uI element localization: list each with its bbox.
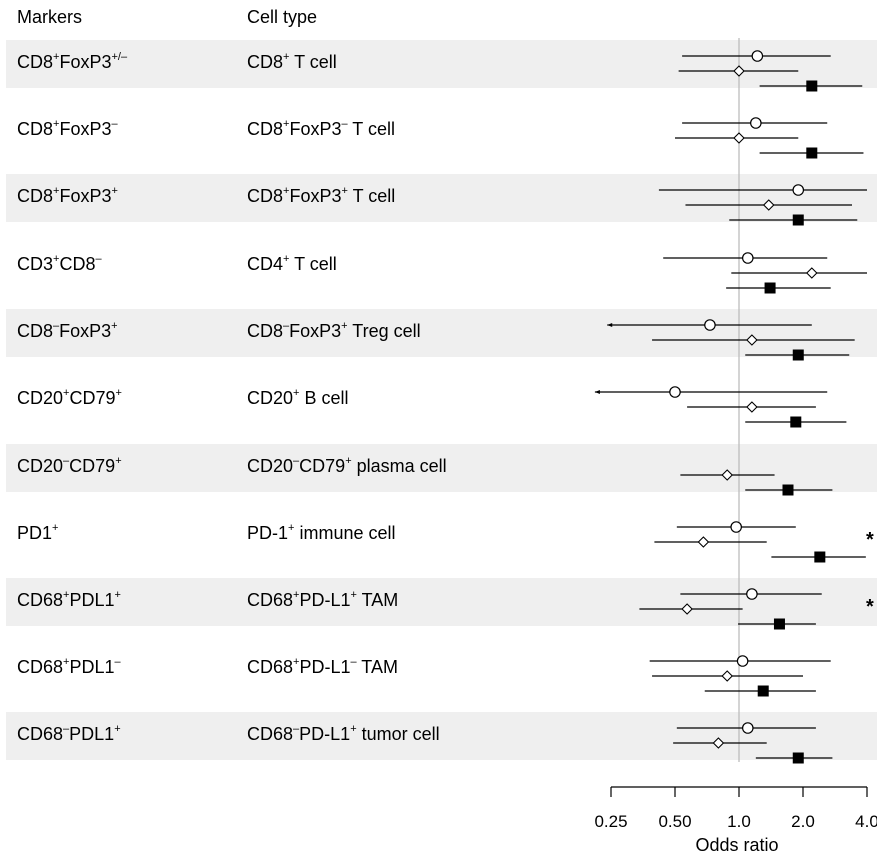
cell-type-label: CD68+PD-L1+ TAM (247, 589, 399, 611)
estimate-circle (704, 319, 716, 331)
estimate-circle (742, 252, 754, 264)
row-band: CD8+FoxP3+/– CD8+ T cell (6, 40, 877, 88)
x-tick-label: 0.50 (658, 812, 691, 831)
estimate-circle (792, 184, 805, 196)
estimate-diamond (721, 469, 733, 481)
x-tick-label: 2.0 (791, 812, 815, 831)
marker-label: CD68+PDL1+ (17, 589, 121, 611)
estimate-diamond (762, 199, 775, 211)
row-band: CD68+PDL1– CD68+PD-L1– TAM (6, 645, 877, 693)
row-band: CD3+CD8– CD4+ T cell (6, 242, 877, 290)
row-band: CD8+FoxP3– CD8+FoxP3– T cell (6, 107, 877, 155)
cell-type-label: CD8+ T cell (247, 51, 337, 73)
row-band: CD8–FoxP3+ CD8–FoxP3+ Treg cell (6, 309, 877, 357)
x-tick-label: 0.25 (594, 812, 627, 831)
estimate-square (790, 416, 802, 428)
estimate-circle (746, 588, 758, 600)
ci-arrow (607, 323, 613, 327)
estimate-diamond (733, 65, 745, 77)
estimate-circle (669, 386, 681, 398)
estimate-diamond (721, 670, 733, 682)
estimate-circle (730, 521, 742, 533)
cell-type-header: Cell type (247, 7, 318, 27)
row-band: CD8+FoxP3+ CD8+FoxP3+ T cell (6, 174, 877, 222)
cell-type-label: PD-1+ immune cell (247, 522, 396, 544)
estimate-square (757, 685, 769, 697)
cell-type-label: CD20+ B cell (247, 387, 349, 409)
cell-type-label: CD68+PD-L1– TAM (247, 656, 398, 678)
estimate-square (792, 752, 804, 764)
marker-label: CD3+CD8– (17, 253, 102, 275)
cell-type-label: CD8+FoxP3+ T cell (247, 185, 396, 207)
marker-label: CD8+FoxP3– (17, 118, 118, 140)
estimate-diamond (712, 737, 725, 749)
cell-type-label: CD4+ T cell (247, 253, 337, 275)
marker-label: CD8+FoxP3+/– (17, 51, 128, 73)
row-band: CD20+CD79+ CD20+ B cell (6, 376, 877, 424)
x-axis-title: Odds ratio (695, 835, 778, 855)
cell-type-label: CD8–FoxP3+ Treg cell (247, 320, 421, 342)
marker-label: PD1+ (17, 522, 59, 544)
estimate-diamond (806, 267, 818, 279)
estimate-square (806, 147, 818, 159)
cell-type-label: CD20–CD79+ plasma cell (247, 455, 447, 477)
estimate-square (773, 618, 785, 630)
marker-label: CD68–PDL1+ (17, 723, 121, 745)
estimate-diamond (733, 132, 745, 144)
estimate-diamond (746, 401, 758, 413)
significance-star: * (866, 529, 874, 551)
estimate-square (782, 484, 794, 496)
marker-label: CD20+CD79+ (17, 387, 122, 409)
cell-type-label: CD68–PD-L1+ tumor cell (247, 723, 440, 745)
estimate-square (764, 282, 776, 294)
estimate-diamond (681, 603, 693, 615)
estimate-circle (736, 655, 749, 667)
estimate-circle (742, 722, 754, 734)
marker-label: CD68+PDL1– (17, 656, 121, 678)
estimate-diamond (697, 536, 710, 548)
estimate-square (814, 551, 826, 563)
estimate-diamond (746, 334, 758, 346)
significance-star: * (866, 596, 874, 618)
x-tick-label: 4.0 (855, 812, 877, 831)
estimate-square (792, 349, 804, 361)
estimate-square (806, 80, 818, 92)
marker-label: CD8+FoxP3+ (17, 185, 118, 207)
marker-label: CD20–CD79+ (17, 455, 122, 477)
cell-type-label: CD8+FoxP3– T cell (247, 118, 395, 140)
estimate-circle (751, 50, 764, 62)
row-band: CD68–PDL1+ CD68–PD-L1+ tumor cell (6, 712, 877, 760)
x-tick-label: 1.0 (727, 812, 751, 831)
estimate-circle (750, 117, 762, 129)
row-band: CD68+PDL1+ CD68+PD-L1+ TAM * (6, 578, 877, 626)
estimate-square (792, 214, 804, 226)
row-band: PD1+ PD-1+ immune cell * (6, 511, 877, 559)
ci-arrow (594, 390, 600, 394)
row-band: CD20–CD79+ CD20–CD79+ plasma cell (6, 444, 877, 492)
markers-header: Markers (17, 7, 83, 27)
marker-label: CD8–FoxP3+ (17, 320, 118, 342)
